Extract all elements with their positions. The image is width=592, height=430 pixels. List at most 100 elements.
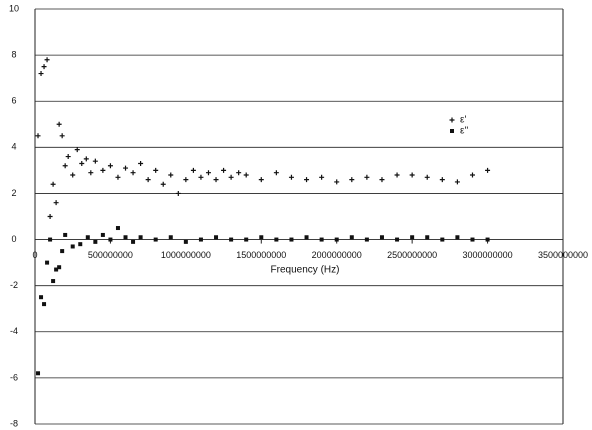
data-point <box>364 174 370 180</box>
data-point <box>51 279 56 284</box>
data-point <box>410 235 415 240</box>
data-point <box>439 177 445 183</box>
data-point <box>48 237 53 242</box>
data-point <box>259 235 264 240</box>
data-point <box>138 235 143 240</box>
data-point <box>168 235 173 240</box>
legend-marker <box>449 117 455 123</box>
data-point <box>45 260 50 265</box>
data-point <box>115 174 121 180</box>
data-point <box>35 133 41 139</box>
data-point <box>47 214 53 219</box>
data-point <box>470 237 475 242</box>
data-point <box>214 235 219 240</box>
data-point <box>54 267 59 272</box>
data-point <box>79 160 85 166</box>
data-point <box>440 237 445 242</box>
y-tick-label: 2 <box>11 188 16 198</box>
x-tick-label: 3500000000 <box>538 250 588 260</box>
x-tick-label: 500000000 <box>88 250 133 260</box>
data-point <box>304 235 309 240</box>
data-point <box>57 265 62 270</box>
data-point <box>334 179 340 185</box>
data-point <box>379 235 384 240</box>
data-point <box>115 226 120 231</box>
data-point <box>221 167 227 173</box>
y-tick-label: 0 <box>11 234 16 244</box>
data-point <box>41 64 47 70</box>
data-point <box>153 167 159 173</box>
data-point <box>92 158 98 164</box>
legend-label: ε'' <box>460 126 468 137</box>
data-point <box>123 235 128 240</box>
data-point <box>138 160 144 166</box>
y-tick-label: 6 <box>11 96 16 106</box>
data-point <box>131 239 136 244</box>
data-point <box>59 133 65 139</box>
data-point <box>183 239 188 244</box>
x-tick-label: 3000000000 <box>463 250 513 260</box>
data-point <box>349 177 355 183</box>
data-point <box>65 154 71 160</box>
legend-marker <box>450 129 454 133</box>
data-point <box>198 237 203 242</box>
x-tick-label: 2500000000 <box>387 250 437 260</box>
data-point <box>44 57 50 63</box>
y-tick-label: -4 <box>10 326 18 336</box>
data-point <box>63 232 68 237</box>
x-tick-label: 2000000000 <box>312 250 362 260</box>
data-point <box>60 249 65 254</box>
data-point <box>289 237 294 242</box>
data-point <box>288 174 294 180</box>
data-point <box>42 302 47 307</box>
y-tick-label: 8 <box>11 49 16 59</box>
data-point <box>394 172 400 178</box>
data-point <box>100 232 105 237</box>
data-point <box>319 237 324 242</box>
data-point <box>364 237 369 242</box>
data-point <box>100 167 106 173</box>
data-point <box>145 177 151 183</box>
data-point <box>258 177 264 183</box>
data-point <box>190 167 196 173</box>
data-point <box>228 174 234 180</box>
data-point <box>198 174 204 180</box>
y-tick-label: -8 <box>10 418 18 428</box>
data-point <box>168 172 174 178</box>
data-point <box>62 163 68 169</box>
data-point <box>409 172 415 178</box>
data-point <box>50 181 56 187</box>
data-point <box>379 177 385 183</box>
x-tick-label: 1000000000 <box>161 250 211 260</box>
data-point <box>243 172 249 178</box>
data-point <box>88 170 94 176</box>
y-tick-label: -6 <box>10 372 18 382</box>
data-point <box>70 244 75 249</box>
y-tick-label: 10 <box>9 3 19 13</box>
data-point <box>153 237 158 242</box>
data-point <box>455 235 460 240</box>
x-axis-title: Frequency (Hz) <box>271 265 340 276</box>
data-point <box>38 71 44 77</box>
data-point <box>107 163 113 169</box>
data-point <box>349 235 354 240</box>
data-point <box>304 177 310 183</box>
data-point <box>319 174 325 180</box>
data-point <box>130 170 136 176</box>
data-point <box>175 190 181 196</box>
data-point <box>454 179 460 185</box>
data-point <box>108 237 113 242</box>
y-tick-label: -2 <box>10 280 18 290</box>
data-point <box>229 237 234 242</box>
data-point <box>160 181 166 187</box>
data-point <box>183 177 189 183</box>
data-point <box>36 371 41 376</box>
data-point <box>85 235 90 240</box>
data-point <box>469 172 475 178</box>
data-point <box>53 200 59 206</box>
data-point <box>56 121 62 127</box>
y-tick-label: 4 <box>11 142 16 152</box>
data-point <box>424 174 430 180</box>
x-tick-label: 0 <box>32 250 37 260</box>
